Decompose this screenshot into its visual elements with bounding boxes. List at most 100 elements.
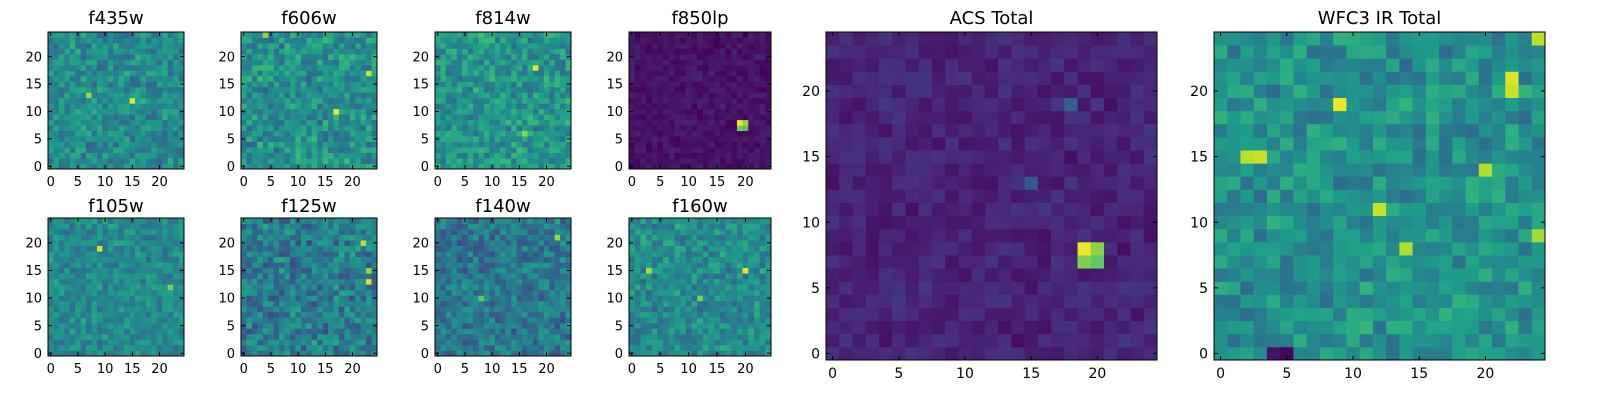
heatmap-cell [440,223,447,230]
heatmap-cell [328,81,334,88]
heatmap-cell [91,344,98,351]
heatmap-cell [118,136,125,142]
heatmap-cell [86,322,92,329]
heatmap-cell [516,240,523,246]
heatmap-cell [156,108,163,115]
heatmap-cell [440,119,447,126]
heatmap-cell [273,32,280,38]
heatmap-cell [118,59,125,66]
heatmap-cell [75,64,82,71]
heatmap-cell [674,81,681,88]
heatmap-cell [467,125,474,132]
heatmap-cell [80,86,87,93]
heatmap-cell [135,97,141,104]
heatmap-cell [124,70,130,77]
heatmap-cell [691,97,698,104]
heatmap-cell [560,251,566,258]
heatmap-cell [86,42,92,49]
heatmap-cell [440,141,447,148]
heatmap-cell [113,92,120,99]
heatmap-cell [306,328,313,335]
heatmap-cell [124,48,130,55]
heatmap-cell [685,317,692,324]
heatmap-cell [725,119,732,126]
heatmap-cell [522,70,528,77]
heatmap-cell [69,64,76,71]
heatmap-cell [262,344,269,351]
heatmap-cell [719,130,726,137]
heatmap-cell [538,103,545,110]
heatmap-cell [640,339,647,346]
heatmap-cell [565,70,572,77]
heatmap-cell [440,108,447,115]
heatmap-cell [135,273,141,280]
heatmap-cell [680,119,687,126]
heatmap-cell [483,251,490,258]
heatmap-cell [731,86,738,93]
heatmap-cell [167,70,174,77]
heatmap-cell [445,136,452,142]
heatmap-cell [759,152,766,159]
heatmap-cell [748,103,755,110]
heatmap-cell [102,70,109,77]
heatmap-cell [543,278,550,285]
heatmap-cell [440,147,447,153]
heatmap-cell [284,152,291,159]
heatmap-cell [135,130,141,137]
heatmap-cell [257,92,264,99]
heatmap-cell [511,306,517,313]
heatmap-cell [300,70,307,77]
heatmap-cell [349,53,356,60]
heatmap-cell [284,311,291,318]
y-tick-label: 15 [412,264,429,279]
heatmap-cell [516,311,523,318]
x-tick-label: 0 [434,175,442,190]
heatmap-cell [338,223,345,230]
heatmap-cell [516,130,523,137]
heatmap-cell [560,284,566,291]
heatmap-cell [317,284,323,291]
heatmap-cell [494,350,501,357]
heatmap-cell [708,42,715,49]
heatmap-cell [311,328,318,335]
heatmap-cell [629,328,636,335]
heatmap-cell [162,92,169,99]
heatmap-cell [360,245,367,252]
heatmap-cell [440,344,447,351]
heatmap-cell [532,295,539,302]
heatmap-cell [145,108,152,115]
heatmap-cell [311,103,318,110]
heatmap-cell [48,262,54,269]
heatmap-cell [467,141,474,148]
heatmap-cell [140,103,147,110]
heatmap-cell [284,92,291,99]
heatmap-cell [322,322,329,329]
heatmap-cell [462,306,469,313]
heatmap-cell [668,64,675,71]
heatmap-cell [289,278,296,285]
heatmap-cell [478,75,485,82]
heatmap-cell [162,317,169,324]
heatmap-cell [96,97,103,104]
heatmap-cell [268,75,275,82]
heatmap-cell [538,245,545,252]
heatmap-cell [306,322,313,329]
heatmap-cell [86,289,92,296]
heatmap-cell [680,59,687,66]
heatmap-cell [451,108,458,115]
heatmap-cell [96,328,103,335]
heatmap-cell [113,119,120,126]
heatmap-cell [629,48,636,55]
heatmap-cell [440,306,447,313]
heatmap-cell [560,119,566,126]
heatmap-cell [102,300,109,307]
heatmap-cell [311,273,318,280]
heatmap-cell [257,256,264,263]
heatmap-cell [355,114,362,121]
heatmap-cell [505,119,512,126]
heatmap-cell [311,317,318,324]
heatmap-cell [462,300,469,307]
heatmap-cell [257,284,264,291]
heatmap-cell [634,37,641,44]
